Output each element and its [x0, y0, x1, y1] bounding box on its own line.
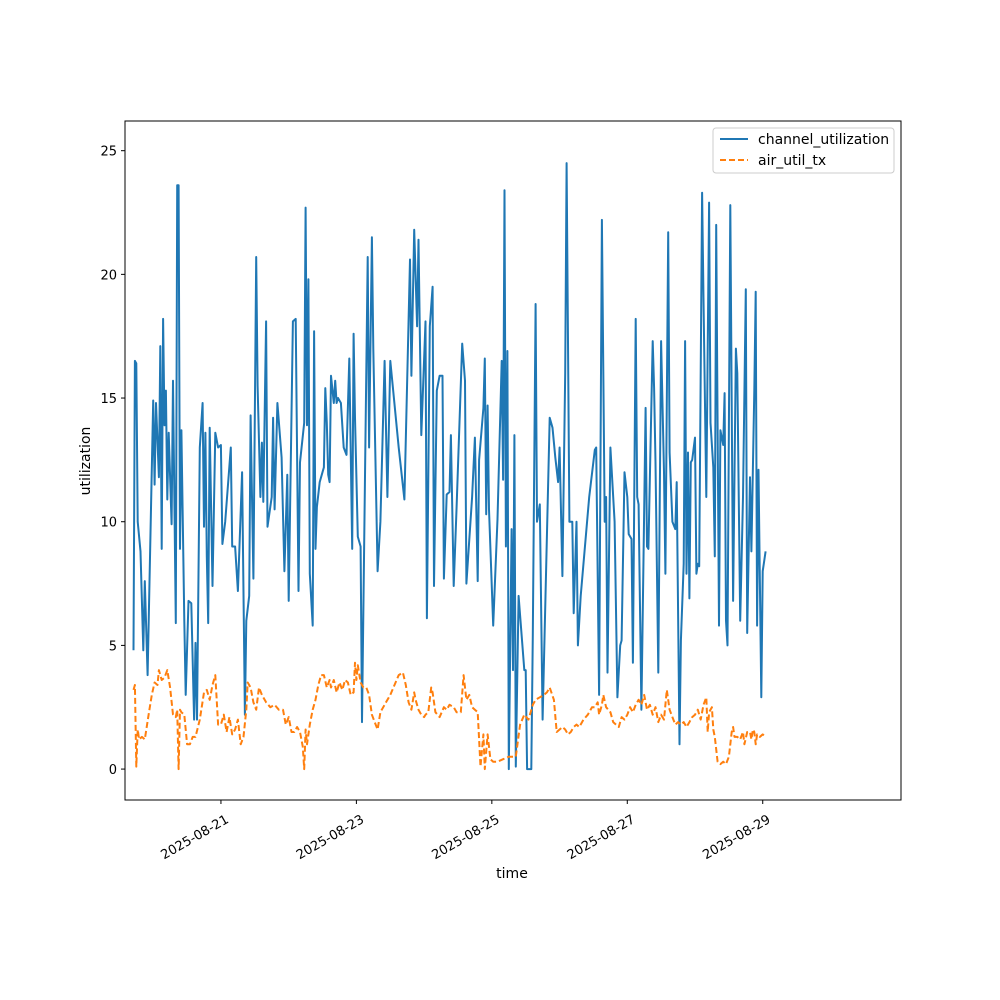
series-line-air-util-tx	[132, 661, 767, 771]
axes-frame	[124, 120, 902, 801]
y-tick-label: 15	[100, 392, 117, 407]
y-tick-label: 20	[100, 268, 117, 283]
legend-label-channel-utilization: channel_utilization	[758, 132, 889, 148]
y-axis-label: utilization	[78, 427, 94, 496]
x-axis-label: time	[496, 866, 528, 882]
y-tick-label: 0	[109, 763, 117, 778]
legend: channel_utilization air_util_tx	[712, 127, 895, 174]
legend-label-air-util-tx: air_util_tx	[758, 153, 826, 169]
y-tick-label: 10	[100, 516, 117, 531]
legend-box	[712, 127, 895, 174]
y-tick-label: 25	[100, 145, 117, 160]
y-axis: 0 5 10 15 20 25	[100, 145, 125, 778]
series-line-channel-utilization	[132, 162, 767, 771]
plot-area	[132, 162, 767, 771]
y-tick-label: 5	[109, 639, 117, 654]
